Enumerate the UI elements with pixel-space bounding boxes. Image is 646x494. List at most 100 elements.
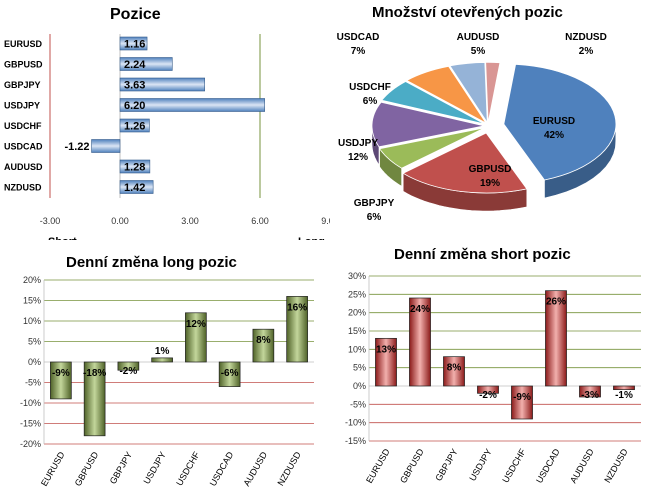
pie-slice xyxy=(485,61,501,123)
pie-percent-label: 2% xyxy=(579,46,594,57)
data-label: 24% xyxy=(410,304,430,315)
data-label: -6% xyxy=(221,368,239,379)
bar xyxy=(477,385,499,394)
x-category-label: USDJPY xyxy=(467,447,493,483)
data-label: -18% xyxy=(83,368,106,379)
y-tick-label: 10% xyxy=(23,316,41,326)
bar xyxy=(119,98,265,112)
y-tick-label: -15% xyxy=(345,436,366,446)
pie-slice xyxy=(381,81,485,125)
bar xyxy=(579,385,601,398)
y-tick-label: 15% xyxy=(23,296,41,306)
short-change-chart-title: Denní změna short pozic xyxy=(394,246,571,263)
data-label: 1.42 xyxy=(124,182,145,194)
y-tick-label: 10% xyxy=(348,344,366,354)
pie-label: USDCAD xyxy=(337,32,380,43)
bar xyxy=(252,328,275,363)
pie-slice xyxy=(378,127,485,169)
data-label: 1.28 xyxy=(124,162,145,174)
y-tick-label: 20% xyxy=(348,308,366,318)
category-label: USDJPY xyxy=(4,101,40,111)
category-label: USDCHF xyxy=(4,121,42,131)
x-category-label: AUDUSD xyxy=(241,450,269,488)
y-tick-label: -5% xyxy=(350,399,366,409)
x-tick-label: -3.00 xyxy=(40,216,61,226)
x-tick-label: 9.00 xyxy=(321,216,330,226)
long-label: Long xyxy=(298,236,325,240)
bar xyxy=(119,36,148,51)
x-category-label: GBPJPY xyxy=(433,447,459,483)
x-category-label: AUDUSD xyxy=(568,447,596,485)
long-change-chart: -20% -15% -10% -5% 0% 5% 10% 15% 20% -9% EURUSD -18… xyxy=(20,275,314,488)
bar xyxy=(119,180,154,194)
pie-percent-label: 42% xyxy=(544,130,564,141)
short-label: Short xyxy=(48,236,77,240)
pie-slice xyxy=(371,101,485,148)
bar xyxy=(83,361,106,437)
bar xyxy=(375,337,397,387)
bar xyxy=(443,356,465,387)
x-tick-label: 0.00 xyxy=(111,216,129,226)
data-label: 12% xyxy=(186,319,206,330)
bar xyxy=(50,361,72,400)
pie-slice xyxy=(449,62,488,124)
bar xyxy=(545,290,567,387)
y-tick-label: -10% xyxy=(345,418,366,428)
y-tick-label: -20% xyxy=(20,439,41,449)
data-label: -3% xyxy=(581,390,599,401)
x-category-label: USDCAD xyxy=(208,450,236,488)
data-label: 8% xyxy=(447,363,462,374)
x-category-label: USDJPY xyxy=(141,450,167,486)
y-tick-label: -5% xyxy=(25,378,41,388)
pie-slice xyxy=(402,132,528,194)
data-label: 13% xyxy=(376,344,396,355)
bar xyxy=(185,312,207,363)
open-positions-pie-chart: EURUSD 42% GBPUSD 19% GBPJPY 6% USDJPY 12% USDCH… xyxy=(337,32,617,223)
bar xyxy=(218,361,241,387)
category-label: GBPUSD xyxy=(4,60,43,70)
pie-percent-label: 5% xyxy=(471,46,486,57)
bar xyxy=(119,57,173,71)
pie-percent-label: 6% xyxy=(363,96,378,107)
pie-slice xyxy=(503,63,617,181)
pie-label: USDCHF xyxy=(349,82,391,93)
bar xyxy=(117,361,140,371)
y-tick-label: 25% xyxy=(348,289,366,299)
category-label: GBPJPY xyxy=(4,80,41,90)
pie-percent-label: 6% xyxy=(367,212,382,223)
bar xyxy=(119,118,150,133)
data-label: 2.24 xyxy=(124,59,146,71)
bar xyxy=(286,296,308,363)
pie-label: GBPJPY xyxy=(354,198,395,209)
y-tick-label: 5% xyxy=(353,363,366,373)
data-label: -9% xyxy=(52,368,70,379)
x-category-label: USDCAD xyxy=(534,447,562,485)
y-tick-label: 15% xyxy=(348,326,366,336)
pie-label: AUDUSD xyxy=(457,32,500,43)
category-label: NZDUSD xyxy=(4,183,42,193)
x-category-label: GBPJPY xyxy=(108,450,134,486)
x-category-label: USDCHF xyxy=(500,447,528,485)
bar xyxy=(119,159,151,174)
bar xyxy=(151,357,173,363)
data-label: 6.20 xyxy=(124,100,145,112)
data-label: 3.63 xyxy=(124,80,145,92)
x-tick-label: 6.00 xyxy=(251,216,269,226)
x-tick-label: 3.00 xyxy=(181,216,199,226)
pie-label: NZDUSD xyxy=(565,32,607,43)
data-label: -1.22 xyxy=(64,141,89,153)
pie-label: GBPUSD xyxy=(469,164,512,175)
y-tick-label: 0% xyxy=(28,357,41,367)
y-tick-label: -10% xyxy=(20,398,41,408)
positions-chart-title: Pozice xyxy=(110,6,161,23)
x-category-label: NZDUSD xyxy=(275,450,303,488)
pie-percent-label: 7% xyxy=(351,46,366,57)
data-label: -2% xyxy=(119,366,137,377)
bar xyxy=(119,77,205,92)
pie-slice xyxy=(405,65,487,124)
data-label: 8% xyxy=(256,335,271,346)
data-label: -1% xyxy=(615,390,633,401)
pie-label: EURUSD xyxy=(533,116,575,127)
category-label: EURUSD xyxy=(4,39,43,49)
data-label: -2% xyxy=(479,390,497,401)
